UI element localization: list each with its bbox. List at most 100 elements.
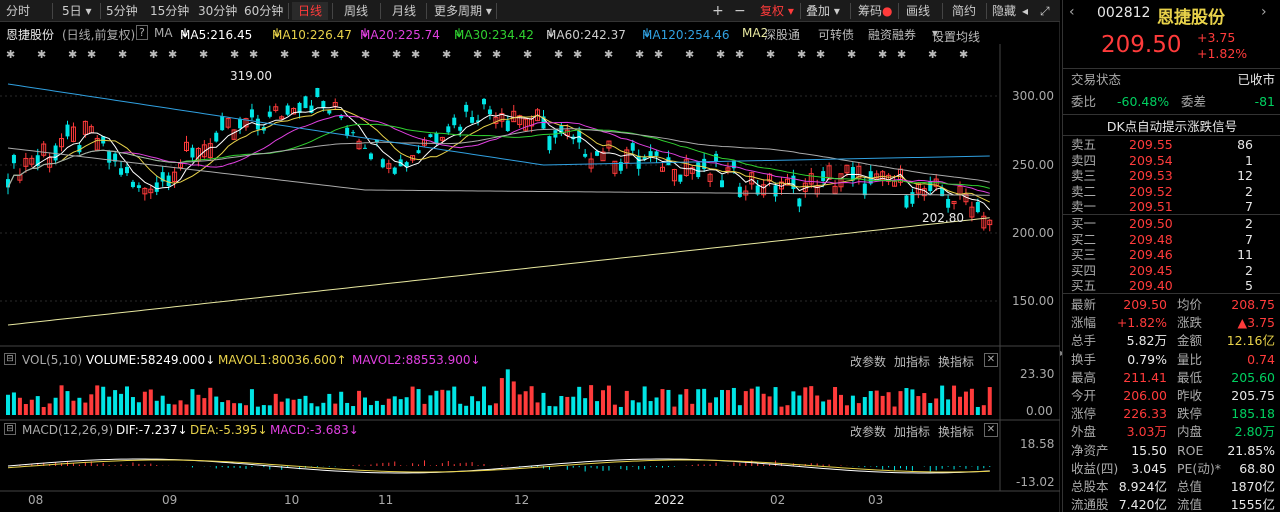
stat-value: 206.00	[1123, 388, 1167, 403]
svg-text:✱: ✱	[735, 48, 744, 61]
level-price: 209.46	[1129, 247, 1173, 263]
level-label: 卖五	[1071, 137, 1097, 152]
tab-5min[interactable]: 5分钟	[106, 4, 138, 18]
macd-edit-params[interactable]: 改参数	[850, 425, 887, 439]
stat-label: 流值	[1177, 497, 1203, 512]
date-tick: 08	[28, 493, 44, 507]
ask-row[interactable]: 卖二 209.52 2	[1063, 184, 1280, 200]
svg-text:✱: ✱	[635, 48, 644, 61]
stat-value: 1870亿	[1230, 479, 1275, 494]
svg-text:✱: ✱	[199, 48, 208, 61]
level-label: 买三	[1071, 247, 1097, 263]
tab-daily[interactable]: 日线	[292, 2, 329, 20]
tab-weekly[interactable]: 周线	[344, 4, 369, 18]
svg-text:✱: ✱	[230, 48, 239, 61]
link-set-ma[interactable]: 设置均线 ▾	[932, 26, 981, 44]
svg-text:✱: ✱	[168, 48, 177, 61]
svg-text:✱: ✱	[118, 48, 127, 61]
dk-signal-link[interactable]: DK点自动提示涨跌信号	[1106, 119, 1238, 134]
stat-row: 涨停 226.33 跌停 185.18	[1063, 404, 1280, 423]
macd-add-indicator[interactable]: 加指标	[894, 425, 931, 439]
stat-label: 金额	[1177, 333, 1203, 349]
back-icon[interactable]: ‹	[1069, 4, 1075, 20]
ask-row[interactable]: 卖三 209.53 12	[1063, 168, 1280, 184]
stat-value: 205.75	[1231, 388, 1275, 403]
low-annotation: 202.80	[922, 211, 964, 225]
stat-label: 均价	[1177, 297, 1203, 312]
ask-row[interactable]: 卖五 209.55 86	[1063, 137, 1280, 153]
stat-value: +1.82%	[1116, 315, 1167, 331]
vol-tick: 23.30	[1020, 367, 1055, 381]
period-toolbar: 分时 5日 ▾ 5分钟 15分钟 30分钟 60分钟 日线 周线 月线 更多周期…	[0, 0, 1060, 22]
vol-switch-indicator[interactable]: 换指标	[938, 355, 975, 369]
svg-text:✱: ✱	[249, 48, 258, 61]
panel-toggle-icon[interactable]: ⊟	[4, 423, 16, 435]
svg-text:✱: ✱	[523, 48, 532, 61]
svg-text:✱: ✱	[442, 48, 451, 61]
vol-edit-params[interactable]: 改参数	[850, 355, 887, 369]
draw-line-button[interactable]: 画线	[906, 4, 931, 18]
fuquan-button[interactable]: 复权 ▾	[760, 4, 794, 18]
scroll-left-icon[interactable]: ◂	[1022, 4, 1029, 18]
svg-text:✱: ✱	[847, 48, 856, 61]
level-price: 209.50	[1129, 216, 1173, 231]
stat-value: 8.924亿	[1118, 479, 1167, 494]
volume-value: VOLUME:58249.000↓	[86, 353, 216, 367]
level-label: 卖三	[1071, 168, 1097, 184]
panel-toggle-icon[interactable]: ⊟	[4, 353, 16, 365]
date-tick: 10	[284, 493, 300, 507]
svg-text:✱: ✱	[604, 48, 613, 61]
bid-row[interactable]: 买二 209.48 7	[1063, 232, 1280, 248]
level-volume: 11	[1237, 247, 1253, 263]
tab-30min[interactable]: 30分钟	[198, 4, 238, 18]
stat-row: 最新 209.50 均价 208.75	[1063, 295, 1280, 314]
level-volume: 2	[1245, 216, 1253, 231]
ask-row[interactable]: 卖一 209.51 7	[1063, 199, 1280, 215]
link-convertible[interactable]: 可转债	[818, 28, 855, 42]
stat-label: 最高	[1071, 369, 1097, 385]
tab-60min[interactable]: 60分钟	[244, 4, 284, 18]
vol-tick: 0.00	[1026, 404, 1053, 418]
bid-row[interactable]: 买三 209.46 11	[1063, 247, 1280, 263]
macd-title: MACD(12,26,9)	[22, 423, 114, 437]
level-price: 209.40	[1129, 278, 1173, 294]
bid-row[interactable]: 买四 209.45 2	[1063, 263, 1280, 279]
ma60-value: MA60:242.37 ↓	[546, 26, 626, 42]
svg-text:✱: ✱	[37, 48, 46, 61]
macd-value: MACD:-3.683↓	[270, 423, 359, 437]
zoom-in-icon[interactable]: +	[712, 3, 724, 19]
svg-text:✱: ✱	[87, 48, 96, 61]
stat-label: 总值	[1177, 479, 1203, 494]
link-shenggutong[interactable]: 深股通	[764, 28, 801, 42]
macd-tick: -13.02	[1016, 475, 1055, 489]
kline-chart[interactable]: ✱ ✱ ✱ ✱ ✱ ✱ ✱ ✱ ✱ ✱ ✱ ✱ ✱ ✱ ✱ ✱ ✱ ✱ ✱ ✱ ✱ ✱ ✱ ✱ ✱ ✱ ✱ ✱ ✱ ✱ ✱ ✱ ✱ ✱ ✱ ✱	[0, 0, 1060, 512]
overlay-button[interactable]: 叠加 ▾	[806, 4, 840, 18]
link-margin[interactable]: 融资融券	[868, 28, 917, 42]
forward-icon[interactable]: ›	[1261, 4, 1267, 20]
help-icon[interactable]: ?	[136, 25, 148, 40]
tab-15min[interactable]: 15分钟	[150, 4, 190, 18]
tab-minute[interactable]: 分时	[6, 4, 31, 18]
stat-value: 2.80万	[1234, 424, 1275, 440]
quote-panel: ‹ 002812 恩捷股份 › 209.50 +3.75 +1.82% 交易状态…	[1062, 0, 1280, 512]
simple-button[interactable]: 简约	[952, 4, 977, 18]
level-price: 209.48	[1129, 231, 1173, 247]
bid-row[interactable]: 买五 209.40 5	[1063, 278, 1280, 294]
svg-text:✱: ✱	[6, 48, 15, 61]
close-icon[interactable]: ✕	[984, 423, 998, 437]
hide-button[interactable]: 隐藏	[992, 4, 1017, 18]
ask-row[interactable]: 卖四 209.54 1	[1063, 153, 1280, 169]
tab-more-periods[interactable]: 更多周期 ▾	[434, 4, 492, 18]
stat-label: ROE	[1177, 442, 1204, 458]
zoom-out-icon[interactable]: −	[734, 3, 746, 19]
tab-monthly[interactable]: 月线	[392, 4, 417, 18]
tab-5day[interactable]: 5日 ▾	[62, 4, 92, 18]
stock-name: 恩捷股份	[6, 28, 55, 42]
ma10-value: MA10:226.47 ↓	[272, 26, 352, 42]
fullscreen-icon[interactable]: ⤢	[1040, 4, 1050, 18]
vol-add-indicator[interactable]: 加指标	[894, 355, 931, 369]
close-icon[interactable]: ✕	[984, 353, 998, 367]
bid-row[interactable]: 买一 209.50 2	[1063, 216, 1280, 232]
chip-button[interactable]: 筹码●	[858, 4, 893, 18]
macd-switch-indicator[interactable]: 换指标	[938, 425, 975, 439]
